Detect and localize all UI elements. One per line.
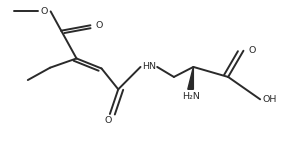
Text: O: O — [41, 7, 48, 16]
Polygon shape — [188, 67, 193, 89]
Text: H₂N: H₂N — [182, 92, 200, 101]
Text: OH: OH — [263, 95, 277, 104]
Text: O: O — [95, 21, 103, 30]
Text: O: O — [248, 46, 255, 55]
Text: O: O — [105, 116, 112, 125]
Text: HN: HN — [142, 62, 156, 71]
